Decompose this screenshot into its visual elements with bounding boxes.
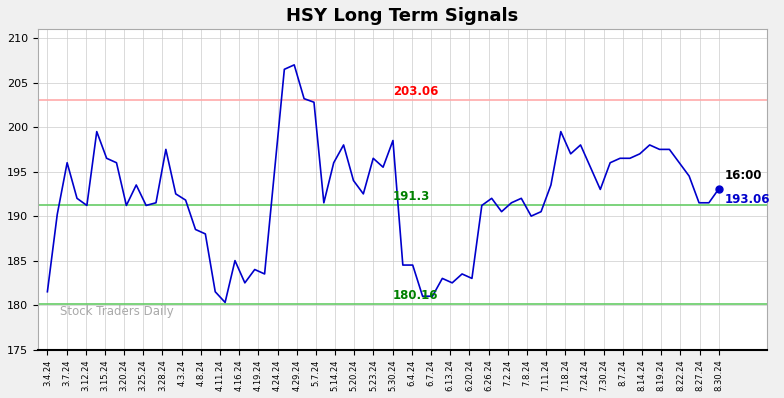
Text: 180.16: 180.16 — [393, 289, 438, 302]
Text: 203.06: 203.06 — [393, 85, 438, 98]
Text: 191.3: 191.3 — [393, 190, 430, 203]
Title: HSY Long Term Signals: HSY Long Term Signals — [286, 7, 518, 25]
Text: Stock Traders Daily: Stock Traders Daily — [60, 304, 173, 318]
Text: 16:00: 16:00 — [724, 169, 762, 182]
Text: 193.06: 193.06 — [724, 193, 770, 206]
